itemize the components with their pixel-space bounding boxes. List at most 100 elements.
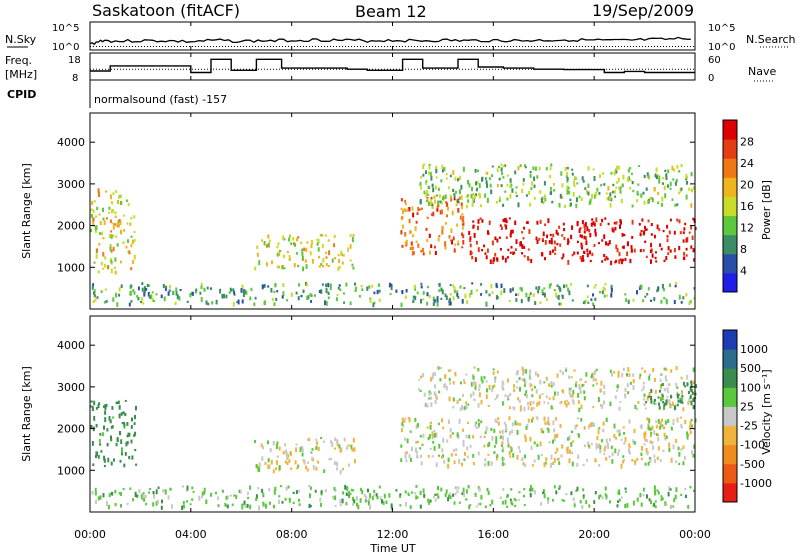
heatmap-cell xyxy=(439,378,442,382)
heatmap-cell xyxy=(502,435,505,441)
heatmap-cell xyxy=(483,463,486,466)
heatmap-cell xyxy=(682,381,685,386)
heatmap-cell xyxy=(519,404,522,407)
heatmap-cell xyxy=(672,419,675,422)
velocity-ylabel: Slant Range [km] xyxy=(20,366,33,462)
heatmap-cell xyxy=(692,380,695,385)
heatmap-cell xyxy=(517,397,520,401)
heatmap-cell xyxy=(614,226,617,231)
heatmap-cell xyxy=(622,455,625,458)
heatmap-cell xyxy=(517,292,520,297)
heatmap-cell xyxy=(568,435,571,441)
heatmap-cell xyxy=(533,490,536,495)
heatmap-cell xyxy=(653,459,656,464)
heatmap-cell xyxy=(250,287,253,291)
heatmap-cell xyxy=(401,417,404,423)
heatmap-cell xyxy=(345,282,348,287)
heatmap-cell xyxy=(603,287,606,291)
heatmap-cell xyxy=(167,291,170,296)
heatmap-cell xyxy=(129,487,132,490)
heatmap-cell xyxy=(561,257,564,260)
heatmap-cell xyxy=(390,503,393,509)
heatmap-cell xyxy=(601,290,604,295)
heatmap-cell xyxy=(419,504,422,509)
heatmap-cell xyxy=(428,171,431,175)
plot-title: Saskatoon (fitACF) xyxy=(92,1,240,20)
heatmap-cell xyxy=(119,200,122,205)
heatmap-cell xyxy=(322,258,325,263)
heatmap-cell xyxy=(594,458,597,463)
y-tick-label: 1000 xyxy=(57,261,85,274)
heatmap-cell xyxy=(519,450,521,453)
heatmap-cell xyxy=(98,242,101,246)
heatmap-cell xyxy=(494,376,497,379)
heatmap-cell xyxy=(458,196,461,200)
heatmap-cell xyxy=(500,283,503,289)
heatmap-cell xyxy=(485,290,488,294)
heatmap-cell xyxy=(558,487,561,490)
heatmap-cell xyxy=(435,194,438,197)
heatmap-cell xyxy=(669,488,672,491)
heatmap-cell xyxy=(102,267,105,270)
heatmap-cell xyxy=(105,300,108,303)
heatmap-cell xyxy=(566,189,569,195)
heatmap-cell xyxy=(663,402,666,407)
heatmap-cell xyxy=(419,490,422,496)
heatmap-cell xyxy=(352,489,355,492)
heatmap-cell xyxy=(317,247,320,252)
heatmap-cell xyxy=(454,371,457,377)
heatmap-cell xyxy=(194,289,197,294)
heatmap-cell xyxy=(678,451,681,457)
heatmap-cell xyxy=(488,293,491,297)
heatmap-cell xyxy=(594,491,597,495)
heatmap-cell xyxy=(539,379,542,385)
heatmap-cell xyxy=(439,210,442,215)
heatmap-cell xyxy=(117,200,119,204)
heatmap-cell xyxy=(104,256,107,260)
heatmap-cell xyxy=(515,186,518,189)
heatmap-cell xyxy=(417,423,420,428)
heatmap-cell xyxy=(200,285,203,289)
heatmap-cell xyxy=(586,284,589,288)
heatmap-cell xyxy=(536,402,539,407)
heatmap-cell xyxy=(621,258,624,262)
heatmap-cell xyxy=(110,234,113,239)
heatmap-cell xyxy=(618,186,621,191)
heatmap-cell xyxy=(412,299,415,304)
heatmap-cell xyxy=(449,174,452,178)
cpid-text: normalsound (fast) -157 xyxy=(94,93,227,106)
heatmap-cell xyxy=(490,189,493,195)
heatmap-cell xyxy=(530,384,533,387)
heatmap-cell xyxy=(679,416,682,419)
colorbar-tick-label: 16 xyxy=(740,200,754,213)
heatmap-cell xyxy=(657,191,660,195)
heatmap-cell xyxy=(217,504,220,508)
heatmap-cell xyxy=(475,183,478,186)
heatmap-cell xyxy=(489,183,492,188)
heatmap-cell xyxy=(268,239,271,243)
heatmap-cell xyxy=(261,488,264,493)
colorbar-tick-label: 8 xyxy=(740,243,747,256)
heatmap-cell xyxy=(155,293,158,296)
heatmap-cell xyxy=(481,176,484,182)
heatmap-cell xyxy=(91,406,94,412)
heatmap-cell xyxy=(650,233,653,236)
heatmap-cell xyxy=(598,427,601,430)
heatmap-cell xyxy=(93,261,96,264)
heatmap-cell xyxy=(558,485,561,489)
heatmap-cell xyxy=(350,444,353,450)
heatmap-cell xyxy=(359,498,362,503)
heatmap-cell xyxy=(462,439,465,445)
heatmap-cell xyxy=(561,195,564,199)
heatmap-cell xyxy=(282,283,285,288)
heatmap-cell xyxy=(267,285,270,288)
heatmap-cell xyxy=(422,164,425,170)
heatmap-cell xyxy=(640,229,643,232)
heatmap-cell xyxy=(413,284,416,289)
freq-series xyxy=(90,58,695,74)
heatmap-cell xyxy=(567,401,570,405)
heatmap-cell xyxy=(318,255,321,259)
heatmap-cell xyxy=(573,502,576,505)
heatmap-cell xyxy=(616,384,619,389)
heatmap-cell xyxy=(614,395,617,400)
